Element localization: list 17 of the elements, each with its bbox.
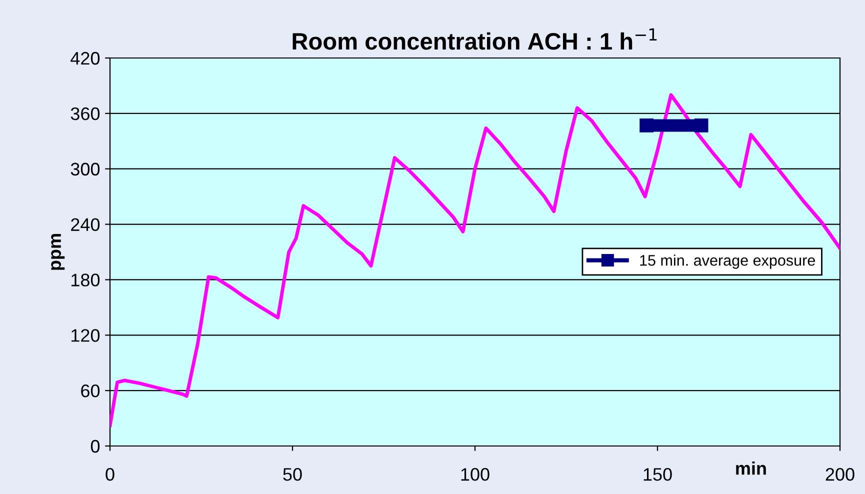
legend-label: 15 min. average exposure (640, 254, 815, 269)
y-tick-label: 240 (71, 218, 100, 232)
x-tick-label: 100 (461, 468, 490, 481)
y-axis-title: ppm (51, 234, 65, 270)
chart-title: Room concentration ACH : 1 h$^{−1}$ (292, 28, 657, 50)
x-tick-label: 200 (826, 468, 854, 481)
y-tick-label: 120 (72, 329, 100, 342)
y-tick-label: 300 (70, 162, 100, 176)
y-tick-label: 60 (81, 384, 100, 398)
y-tick-label: 180 (72, 274, 100, 286)
x-tick-label: 50 (283, 468, 302, 481)
x-tick-label: 0 (106, 468, 114, 481)
y-tick-label: 0 (90, 440, 100, 453)
x-tick-label: 150 (644, 468, 672, 481)
y-tick-label: 360 (70, 107, 100, 120)
y-tick-label: 420 (70, 52, 100, 65)
x-axis-title: min (736, 462, 766, 475)
